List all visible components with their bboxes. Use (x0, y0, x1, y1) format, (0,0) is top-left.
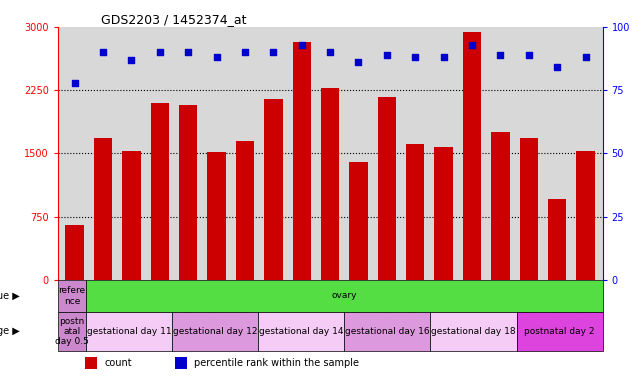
Point (98, 49, 108, 55)
Bar (435, 147, 453, 280)
Bar (463, 32, 481, 280)
Bar (87, 312, 172, 351)
Bar (517, 312, 603, 351)
Bar (349, 162, 368, 280)
Point (297, 41, 307, 48)
Text: gestational day 14: gestational day 14 (259, 327, 344, 336)
Text: GDS2203 / 1452374_at: GDS2203 / 1452374_at (101, 13, 247, 26)
Point (410, 54, 420, 60)
Bar (58, 280, 87, 312)
Bar (122, 151, 140, 280)
Bar (65, 225, 84, 280)
Point (325, 49, 335, 55)
Bar (179, 105, 197, 280)
Bar (58, 312, 87, 351)
Bar (151, 103, 169, 280)
Point (467, 41, 477, 48)
Point (552, 64, 562, 70)
Text: count: count (104, 358, 131, 368)
Bar (520, 138, 538, 280)
Bar (208, 152, 226, 280)
Point (382, 51, 392, 58)
Text: postn
atal
day 0.5: postn atal day 0.5 (55, 316, 89, 346)
Text: gestational day 11: gestational day 11 (87, 327, 172, 336)
Text: gestational day 16: gestational day 16 (345, 327, 429, 336)
Bar (94, 138, 112, 280)
Bar (292, 42, 311, 280)
Text: tissue ▶: tissue ▶ (0, 291, 19, 301)
Bar (431, 312, 517, 351)
Point (268, 49, 278, 55)
Bar (378, 97, 396, 280)
Point (438, 54, 449, 60)
Point (212, 54, 222, 60)
Bar (406, 144, 424, 280)
Point (524, 51, 534, 58)
Bar (548, 199, 567, 280)
Bar (172, 312, 258, 351)
Point (580, 54, 590, 60)
Text: ovary: ovary (331, 291, 357, 300)
Bar (236, 141, 254, 280)
Bar (576, 151, 595, 280)
Bar (344, 312, 431, 351)
Point (353, 59, 363, 65)
Text: age ▶: age ▶ (0, 326, 19, 336)
Text: gestational day 12: gestational day 12 (173, 327, 258, 336)
Text: postnatal day 2: postnatal day 2 (524, 327, 595, 336)
Point (126, 57, 137, 63)
Bar (85, 358, 97, 369)
Point (183, 49, 194, 55)
Point (70, 79, 80, 86)
Text: gestational day 18: gestational day 18 (431, 327, 516, 336)
Text: percentile rank within the sample: percentile rank within the sample (194, 358, 359, 368)
Point (495, 51, 506, 58)
Text: refere
nce: refere nce (58, 286, 86, 306)
Point (154, 49, 165, 55)
Bar (258, 312, 344, 351)
Bar (321, 88, 339, 280)
Bar (264, 99, 283, 280)
Bar (175, 358, 187, 369)
Bar (491, 132, 510, 280)
Point (240, 49, 250, 55)
